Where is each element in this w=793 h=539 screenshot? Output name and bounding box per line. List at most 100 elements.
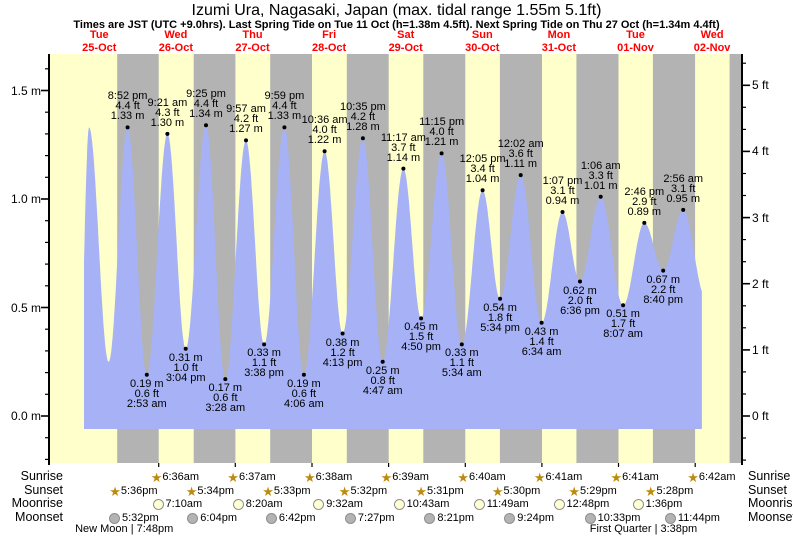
tide-label-line: 10:35 pm	[339, 101, 386, 114]
tide-label-line: 3.6 ft	[508, 148, 533, 161]
tide-label-line: 3.1 ft	[550, 185, 575, 197]
low-tide-label: 0.51 m 1.7 ft 8:07 am	[603, 309, 643, 340]
tide-extreme-dot	[144, 372, 149, 377]
tide-label-line: 3.3 ft	[588, 169, 613, 182]
tide-label-line: 4.0 ft	[312, 124, 337, 137]
astro-event: 9:24pm	[504, 512, 554, 525]
tide-extreme-dot	[322, 149, 327, 154]
page-subtitle: Times are JST (UTC +9.0hrs). Last Spring…	[73, 19, 720, 31]
tide-label-line: 1.4 ft	[529, 335, 554, 348]
day-label-dow: Thu	[242, 29, 263, 41]
low-tide-label: 0.31 m 1.0 ft 3:04 pm	[166, 352, 206, 383]
y-axis-meter-label: 0.0 m	[10, 409, 41, 423]
sun-star-icon: ★	[338, 483, 351, 499]
tide-label-line: 1.30 m	[150, 116, 185, 129]
high-tide-label: 9:25 pm 4.4 ft 1.34 m	[186, 89, 226, 120]
tide-label-line: 2:46 pm	[624, 185, 665, 198]
day-label-date: 27-Oct	[235, 42, 270, 54]
sun-star-icon: ★	[380, 470, 393, 485]
y-axis-meter-label: 1.0 m	[10, 192, 41, 206]
tide-label-line: 5:34 pm	[480, 321, 520, 334]
tide-label-line: 1.28 m	[346, 121, 380, 134]
moonset-icon	[424, 512, 436, 524]
astro-event: ★ 5:32pm	[339, 485, 387, 498]
tide-label-line: 1.5 ft	[408, 331, 434, 344]
day-label-date: 01-Nov	[617, 42, 654, 54]
sun-star-icon: ★	[644, 483, 657, 499]
astro-event-time: 5:31pm	[426, 484, 464, 497]
tide-label-line: 9:57 am	[226, 103, 266, 116]
tide-label-line: 1.22 m	[307, 134, 342, 147]
low-tide-label: 0.33 m 1.1 ft 5:34 am	[442, 347, 482, 379]
tide-label-line: 6:34 am	[521, 345, 562, 358]
day-label-date: 28-Oct	[311, 42, 347, 54]
tide-label-line: 0.62 m	[563, 284, 597, 297]
high-tide-label: 2:46 pm 2.9 ft 0.89 m	[624, 185, 665, 217]
moonset-icon	[584, 512, 596, 524]
tide-label-line: 0.33 m	[247, 347, 281, 360]
day-label-dow: Fri	[322, 29, 337, 41]
day-label-dow: Sun	[471, 29, 493, 41]
high-tide-label: 1:07 pm 3.1 ft 0.94 m	[543, 176, 583, 207]
tide-label-line: 1:06 am	[580, 159, 621, 172]
tide-extreme-dot	[125, 125, 130, 130]
moonrise-icon	[152, 499, 164, 510]
tide-label-line: 1.04 m	[465, 173, 500, 186]
low-tide-label: 0.19 m 0.6 ft 2:53 am	[127, 378, 167, 409]
astro-event-time: 8:20am	[245, 498, 283, 510]
moonset-icon	[344, 512, 356, 524]
tide-label-line: 1.11 m	[504, 158, 538, 171]
tide-label-line: 9:21 am	[147, 96, 188, 109]
tide-label-line: 3.4 ft	[470, 163, 495, 176]
astro-event-time: 5:30pm	[503, 484, 541, 497]
tide-extreme-dot	[681, 207, 686, 212]
astro-event-time: 5:28pm	[656, 484, 694, 497]
low-tide-label: 0.43 m 1.4 ft 6:34 am	[521, 326, 562, 358]
sun-star-icon: ★	[227, 470, 239, 485]
tide-extreme-dot	[661, 268, 666, 273]
astro-event-time: 6:41am	[545, 471, 583, 483]
tide-extreme-dot	[244, 138, 248, 143]
astro-event-time: 7:27pm	[357, 511, 395, 524]
low-tide-label: 0.45 m 1.5 ft 4:50 pm	[401, 321, 441, 353]
tide-label-line: 4.0 ft	[429, 126, 454, 139]
sun-star-icon: ★	[610, 470, 623, 485]
tide-label-line: 4.4 ft	[193, 98, 219, 111]
high-tide-label: 12:05 pm 3.4 ft 1.04 m	[460, 154, 506, 186]
sun-star-icon: ★	[150, 470, 163, 485]
astro-event-time: 6:36am	[162, 471, 200, 483]
astro-event-time: 6:39am	[392, 471, 429, 483]
page-title: Izumi Ura, Nagasaki, Japan (max. tidal r…	[191, 2, 602, 19]
tide-label-line: 0.33 m	[444, 347, 479, 360]
astro-event: ★ 6:38am	[304, 471, 352, 484]
astro-event-time: 5:32pm	[350, 484, 388, 497]
tide-extreme-dot	[598, 194, 603, 199]
day-label-dow: Wed	[700, 29, 724, 41]
astro-event-time: 5:32pm	[122, 511, 159, 524]
astro-event: ★ 5:34pm	[186, 485, 234, 498]
astro-event: ★ 6:41am	[534, 471, 582, 484]
astro-event: ★ 5:30pm	[492, 485, 540, 498]
astro-event: 9:32am	[313, 498, 363, 511]
tide-label-line: 1.27 m	[229, 123, 263, 136]
astro-event: ★ 5:33pm	[262, 485, 310, 498]
tide-label-line: 2:56 am	[663, 172, 704, 185]
astro-row-label-left: Sunset	[24, 482, 63, 497]
astro-event-time: 5:33pm	[273, 484, 311, 497]
astro-event-time: 6:42pm	[278, 511, 316, 524]
y-axis-feet-label: 0 ft	[752, 409, 769, 423]
tide-label-line: 1.1 ft	[449, 357, 475, 370]
tide-label-line: 4:06 am	[284, 397, 324, 410]
tide-label-line: 4:13 pm	[322, 356, 363, 369]
tide-label-line: 0.45 m	[404, 321, 438, 334]
sun-star-icon: ★	[185, 483, 198, 499]
day-label-date: 02-Nov	[693, 42, 731, 54]
astro-event-time: 11:44pm	[677, 511, 720, 524]
y-axis-feet-label: 3 ft	[752, 210, 769, 225]
day-label-date: 31-Oct	[541, 42, 577, 54]
tide-label-line: 1.14 m	[386, 151, 421, 164]
tide-label-line: 0.95 m	[666, 192, 700, 205]
tide-label-line: 0.6 ft	[134, 387, 160, 400]
